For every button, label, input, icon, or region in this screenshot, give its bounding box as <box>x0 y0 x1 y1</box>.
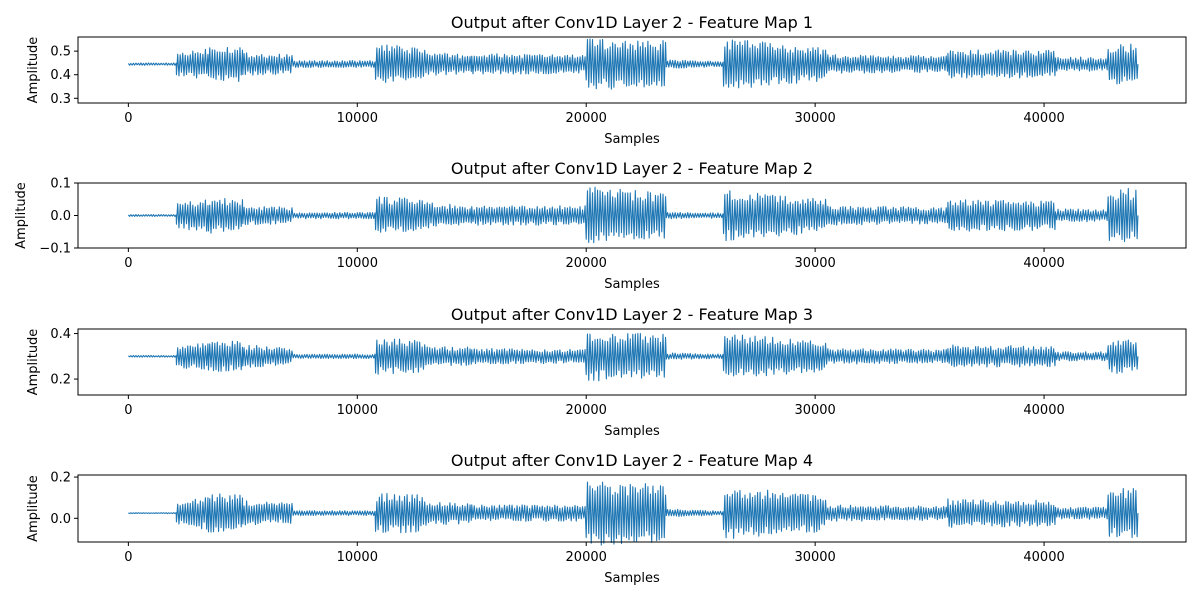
axes-frame <box>77 474 1187 543</box>
x-axis-label: Samples <box>604 132 660 147</box>
y-tick-label: 0.4 <box>50 68 71 83</box>
signal-line <box>127 186 1139 244</box>
x-tick-label: 20000 <box>566 256 607 271</box>
x-tick-label: 30000 <box>794 550 835 565</box>
signal-line <box>128 481 1139 546</box>
x-axis-label: Samples <box>604 277 660 292</box>
subplot-1: Output after Conv1D Layer 2 - Feature Ma… <box>26 13 1187 147</box>
y-tick-label: 0.5 <box>50 45 71 60</box>
subplot-4: Output after Conv1D Layer 2 - Feature Ma… <box>26 451 1187 586</box>
x-tick-label: 20000 <box>566 550 607 565</box>
y-tick-label: 0.3 <box>50 92 71 107</box>
signal-line <box>127 38 1139 90</box>
y-tick-label: 0.0 <box>50 209 71 224</box>
x-tick-label: 10000 <box>337 256 378 271</box>
y-axis-label: Amplitude <box>26 329 41 396</box>
x-tick-label: 10000 <box>337 550 378 565</box>
y-axis-label: Amplitude <box>26 475 41 542</box>
x-tick-label: 30000 <box>794 111 835 126</box>
x-tick-label: 20000 <box>566 403 607 418</box>
x-tick-label: 0 <box>124 256 132 271</box>
chart-title: Output after Conv1D Layer 2 - Feature Ma… <box>451 159 813 178</box>
y-axis-label: Amplitude <box>14 182 29 249</box>
x-tick-label: 0 <box>124 550 132 565</box>
y-axis-label: Amplitude <box>26 37 41 104</box>
subplot-2: Output after Conv1D Layer 2 - Feature Ma… <box>14 159 1187 292</box>
x-tick-label: 0 <box>124 111 132 126</box>
x-tick-label: 30000 <box>794 256 835 271</box>
axes-frame <box>77 328 1187 396</box>
axes-frame <box>77 36 1187 104</box>
x-tick-label: 10000 <box>337 403 378 418</box>
chart-title: Output after Conv1D Layer 2 - Feature Ma… <box>451 305 813 324</box>
y-tick-label: 0.0 <box>50 512 71 527</box>
x-tick-label: 20000 <box>566 111 607 126</box>
x-tick-label: 10000 <box>337 111 378 126</box>
x-tick-label: 0 <box>124 403 132 418</box>
x-axis-label: Samples <box>604 424 660 439</box>
x-tick-label: 30000 <box>794 403 835 418</box>
x-tick-label: 40000 <box>1023 550 1064 565</box>
x-tick-label: 40000 <box>1023 111 1064 126</box>
y-tick-label: 0.4 <box>50 327 71 342</box>
x-axis-label: Samples <box>604 571 660 586</box>
chart-title: Output after Conv1D Layer 2 - Feature Ma… <box>451 451 813 470</box>
y-tick-label: 0.2 <box>50 373 71 388</box>
signal-line <box>128 332 1139 382</box>
x-tick-label: 40000 <box>1023 256 1064 271</box>
y-tick-label: 0.2 <box>50 471 71 486</box>
y-tick-label: 0.1 <box>50 177 71 192</box>
subplot-3: Output after Conv1D Layer 2 - Feature Ma… <box>26 305 1187 439</box>
y-tick-label: −0.1 <box>39 242 71 257</box>
x-tick-label: 40000 <box>1023 403 1064 418</box>
chart-title: Output after Conv1D Layer 2 - Feature Ma… <box>451 13 813 32</box>
